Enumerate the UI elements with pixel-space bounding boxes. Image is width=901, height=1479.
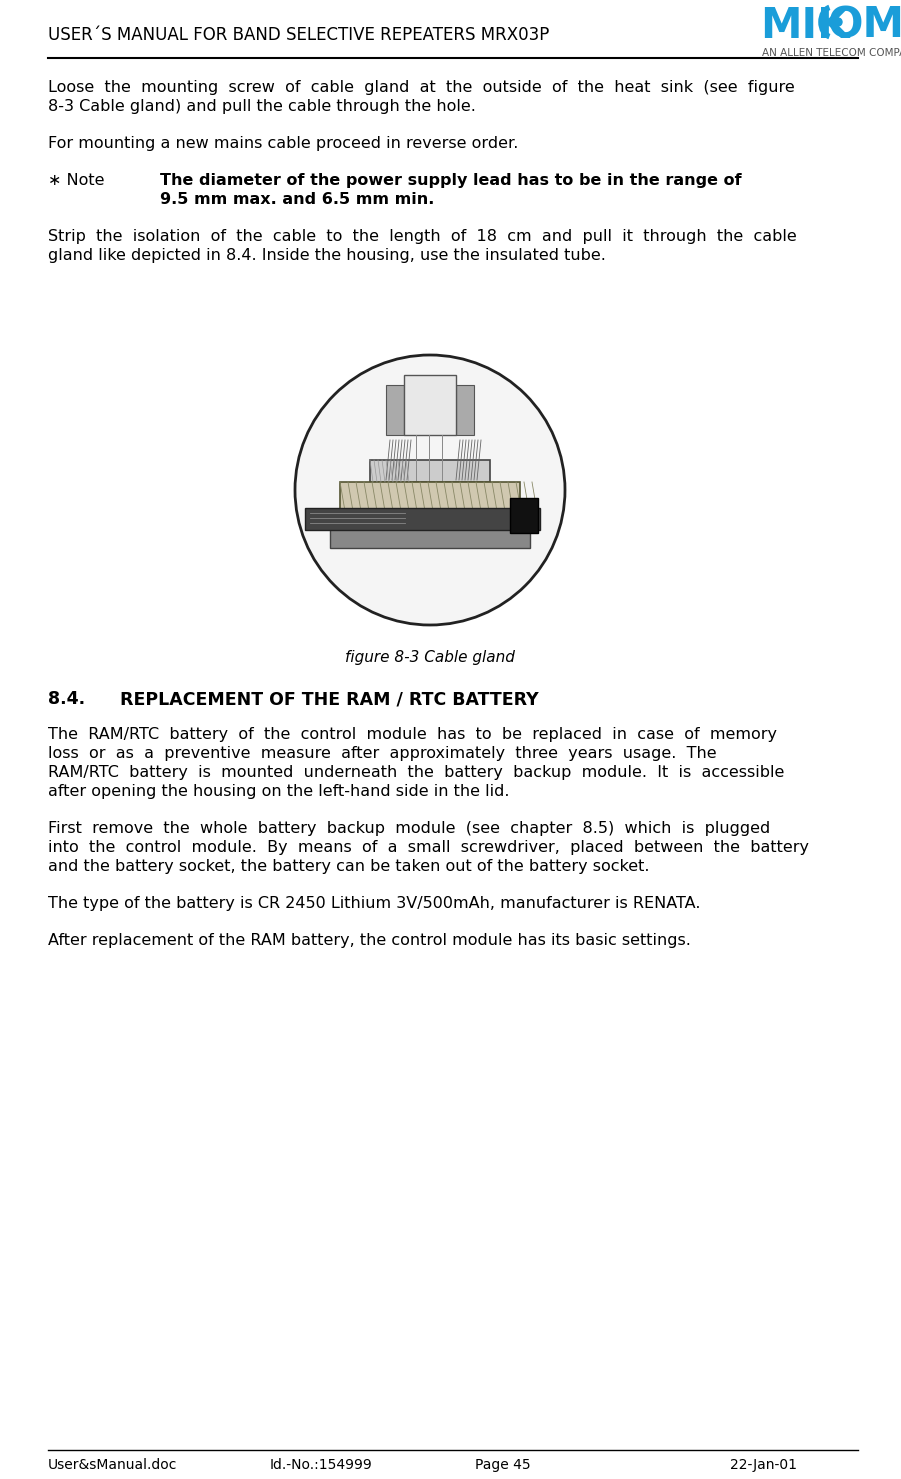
Text: and the battery socket, the battery can be taken out of the battery socket.: and the battery socket, the battery can …	[48, 859, 650, 874]
Text: USER´S MANUAL FOR BAND SELECTIVE REPEATERS MRX03P: USER´S MANUAL FOR BAND SELECTIVE REPEATE…	[48, 27, 550, 44]
Circle shape	[834, 18, 842, 27]
Text: For mounting a new mains cable proceed in reverse order.: For mounting a new mains cable proceed i…	[48, 136, 518, 151]
Text: Strip  the  isolation  of  the  cable  to  the  length  of  18  cm  and  pull  i: Strip the isolation of the cable to the …	[48, 229, 796, 244]
Text: REPLACEMENT OF THE RAM / RTC BATTERY: REPLACEMENT OF THE RAM / RTC BATTERY	[120, 691, 539, 708]
Text: after opening the housing on the left-hand side in the lid.: after opening the housing on the left-ha…	[48, 784, 509, 799]
Text: 8-3 Cable gland) and pull the cable through the hole.: 8-3 Cable gland) and pull the cable thro…	[48, 99, 476, 114]
Text: The diameter of the power supply lead has to be in the range of: The diameter of the power supply lead ha…	[160, 173, 742, 188]
Text: gland like depicted in 8.4. Inside the housing, use the insulated tube.: gland like depicted in 8.4. Inside the h…	[48, 248, 605, 263]
FancyBboxPatch shape	[305, 507, 540, 529]
FancyBboxPatch shape	[340, 482, 520, 518]
Text: RAM/RTC  battery  is  mounted  underneath  the  battery  backup  module.  It  is: RAM/RTC battery is mounted underneath th…	[48, 765, 785, 779]
Text: 9.5 mm max. and 6.5 mm min.: 9.5 mm max. and 6.5 mm min.	[160, 192, 434, 207]
Text: into  the  control  module.  By  means  of  a  small  screwdriver,  placed  betw: into the control module. By means of a s…	[48, 840, 809, 855]
FancyBboxPatch shape	[330, 528, 530, 549]
Text: First  remove  the  whole  battery  backup  module  (see  chapter  8.5)  which  : First remove the whole battery backup mo…	[48, 821, 770, 836]
FancyBboxPatch shape	[456, 385, 474, 435]
Text: 22-Jan-01: 22-Jan-01	[730, 1458, 797, 1472]
Text: figure 8-3 Cable gland: figure 8-3 Cable gland	[345, 649, 515, 666]
Circle shape	[295, 355, 565, 626]
Text: Page 45: Page 45	[475, 1458, 531, 1472]
Text: The  RAM/RTC  battery  of  the  control  module  has  to  be  replaced  in  case: The RAM/RTC battery of the control modul…	[48, 728, 777, 742]
Text: AN ALLEN TELECOM COMPANY: AN ALLEN TELECOM COMPANY	[762, 47, 901, 58]
FancyBboxPatch shape	[510, 498, 538, 532]
FancyBboxPatch shape	[370, 460, 490, 482]
Text: After replacement of the RAM battery, the control module has its basic settings.: After replacement of the RAM battery, th…	[48, 933, 691, 948]
Text: Id.-No.:154999: Id.-No.:154999	[270, 1458, 373, 1472]
Text: 8.4.: 8.4.	[48, 691, 85, 708]
Text: Loose  the  mounting  screw  of  cable  gland  at  the  outside  of  the  heat  : Loose the mounting screw of cable gland …	[48, 80, 795, 95]
FancyBboxPatch shape	[404, 376, 456, 435]
Text: MIK: MIK	[760, 4, 850, 47]
Text: The type of the battery is CR 2450 Lithium 3V/500mAh, manufacturer is RENATA.: The type of the battery is CR 2450 Lithi…	[48, 896, 700, 911]
Text: ∗ Note: ∗ Note	[48, 173, 105, 188]
Text: User&sManual.doc: User&sManual.doc	[48, 1458, 177, 1472]
Text: loss  or  as  a  preventive  measure  after  approximately  three  years  usage.: loss or as a preventive measure after ap…	[48, 745, 716, 762]
Text: OM: OM	[828, 4, 901, 47]
FancyBboxPatch shape	[386, 385, 404, 435]
